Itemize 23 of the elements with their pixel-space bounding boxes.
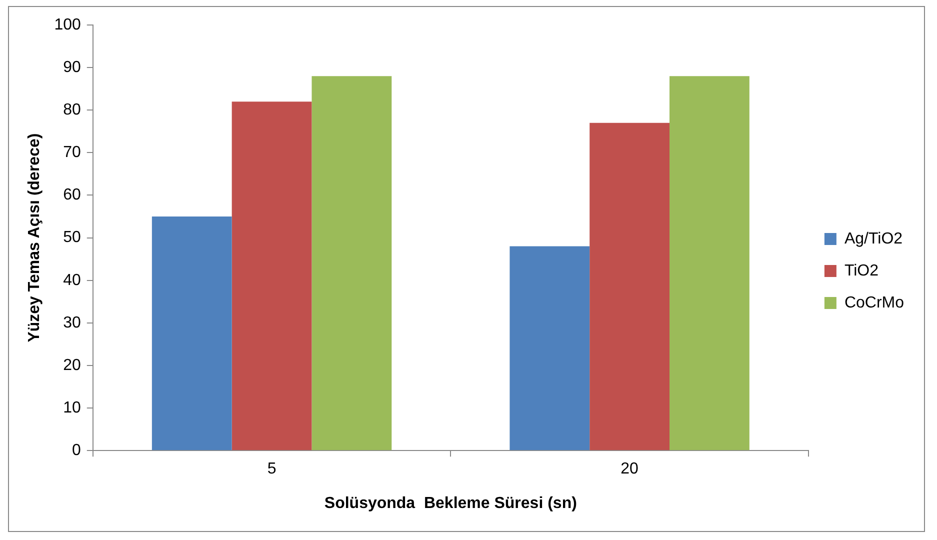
y-tick-label: 50 (63, 229, 81, 246)
x-axis-title: Solüsyonda Bekleme Süresi (sn) (324, 494, 577, 512)
y-tick-label: 70 (63, 144, 81, 162)
bar (232, 102, 312, 450)
legend-label: CoCrMo (844, 294, 904, 312)
bar (510, 246, 590, 450)
bar (590, 122, 670, 450)
y-tick-label: 30 (63, 314, 81, 332)
legend-label: Ag/TiO2 (844, 230, 903, 248)
x-tick-label: 5 (267, 460, 276, 478)
y-tick-label: 40 (63, 272, 81, 289)
y-axis-title: Yüzey Temas Açısı (derece) (26, 133, 44, 342)
y-tick-label: 80 (63, 102, 81, 119)
bar (312, 76, 392, 450)
y-tick-label: 10 (63, 399, 81, 416)
bar (152, 216, 232, 450)
y-tick-label: 0 (72, 442, 81, 460)
y-tick-label: 60 (63, 186, 81, 204)
y-tick-label: 100 (54, 16, 81, 34)
legend-label: TiO2 (844, 262, 879, 280)
y-tick-label: 90 (63, 58, 81, 76)
bar (670, 76, 750, 450)
y-tick-label: 20 (63, 356, 81, 374)
